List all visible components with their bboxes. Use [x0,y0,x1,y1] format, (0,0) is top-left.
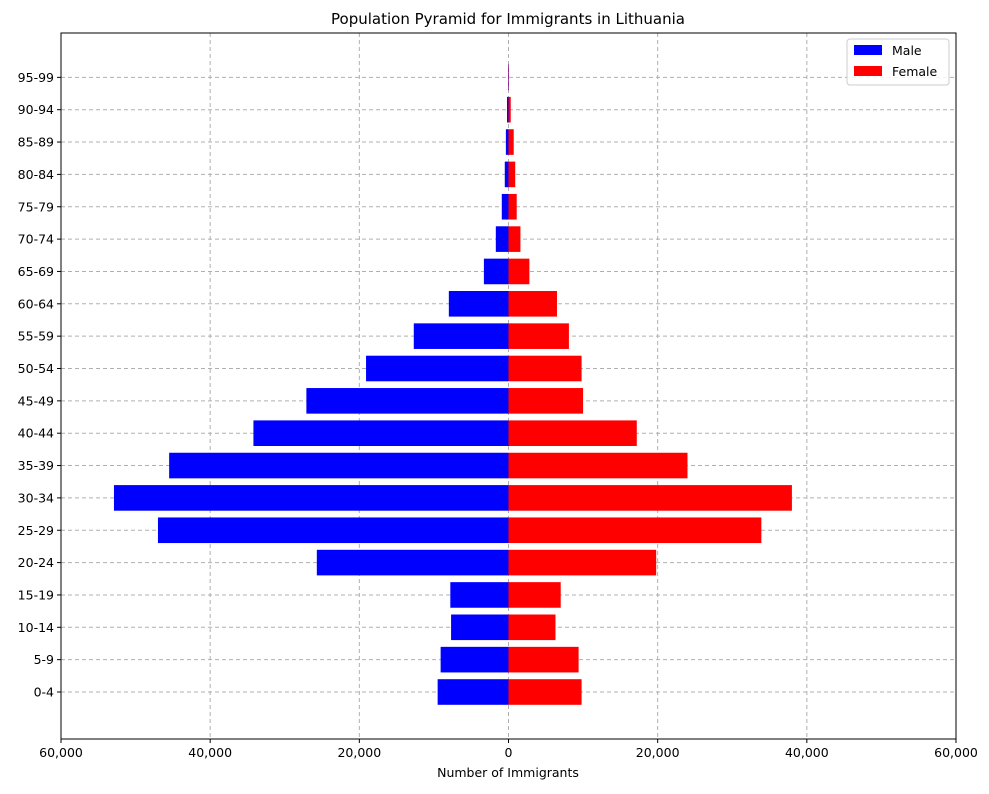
bar-female-0-4 [509,679,582,705]
bar-male-65-69 [484,259,509,285]
chart-title: Population Pyramid for Immigrants in Lit… [331,10,685,28]
bar-female-85-89 [509,129,514,155]
x-tick-label: 0 [505,745,513,760]
bar-female-65-69 [509,259,530,285]
bar-female-45-49 [509,388,584,414]
bars [114,65,792,705]
x-tick-label: 40,000 [785,745,829,760]
bar-female-35-39 [509,453,688,479]
bar-male-20-24 [317,550,509,576]
y-tick-label: 95-99 [18,70,54,85]
y-tick-label: 65-69 [18,264,54,279]
bar-male-85-89 [506,129,509,155]
bar-female-55-59 [509,323,569,349]
bar-female-80-84 [509,162,516,188]
bar-female-50-54 [509,356,582,382]
bar-female-20-24 [509,550,657,576]
bar-female-30-34 [509,485,792,511]
bar-male-40-44 [253,420,508,446]
x-tick-label: 60,000 [934,745,978,760]
y-tick-label: 60-64 [18,296,54,311]
bar-male-90-94 [507,97,508,123]
legend: Male Female [847,39,949,85]
bar-male-60-64 [449,291,509,317]
y-tick-label: 45-49 [18,393,54,408]
bar-male-55-59 [414,323,509,349]
bar-male-5-9 [441,647,509,673]
bar-male-45-49 [306,388,508,414]
legend-label-female: Female [892,64,938,79]
y-tick-label: 30-34 [18,490,54,505]
bar-female-60-64 [509,291,557,317]
y-tick-label: 70-74 [18,232,54,247]
y-tick-label: 50-54 [18,361,54,376]
y-tick-label: 5-9 [34,652,54,667]
legend-label-male: Male [892,43,922,58]
bar-male-80-84 [505,162,509,188]
y-tick-label: 25-29 [18,523,54,538]
bar-male-25-29 [158,517,509,543]
bar-male-50-54 [366,356,508,382]
y-tick-label: 90-94 [18,102,54,117]
bar-male-30-34 [114,485,509,511]
bar-female-10-14 [509,615,556,641]
x-tick-label: 20,000 [636,745,680,760]
x-tick-label: 60,000 [39,745,83,760]
bar-female-15-19 [509,582,561,608]
bar-female-40-44 [509,420,637,446]
bar-male-70-74 [496,226,509,252]
y-tick-label: 35-39 [18,458,54,473]
y-tick-label: 0-4 [34,685,54,700]
y-tick-label: 75-79 [18,199,54,214]
bar-female-75-79 [509,194,517,220]
legend-swatch-female [854,66,882,76]
bar-female-90-94 [509,97,511,123]
y-tick-label: 20-24 [18,555,54,570]
bar-female-25-29 [509,517,762,543]
bar-female-70-74 [509,226,521,252]
bar-male-75-79 [502,194,509,220]
y-tick-label: 40-44 [18,426,54,441]
bar-male-10-14 [451,615,508,641]
bar-male-0-4 [438,679,509,705]
y-tick-label: 10-14 [18,620,54,635]
y-tick-label: 15-19 [18,587,54,602]
x-tick-label: 40,000 [188,745,232,760]
legend-swatch-male [854,45,882,55]
y-tick-label: 80-84 [18,167,54,182]
y-tick-label: 85-89 [18,135,54,150]
bar-male-35-39 [169,453,508,479]
x-axis: 60,000 40,000 20,000 0 20,000 40,000 60,000 [39,739,978,760]
x-tick-label: 20,000 [337,745,381,760]
y-axis: 0-4 5-9 10-14 15-19 20-24 25-29 30-34 35-39 40-4… [18,70,61,700]
bar-female-5-9 [509,647,579,673]
x-axis-title: Number of Immigrants [437,765,579,780]
y-tick-label: 55-59 [18,329,54,344]
bar-male-15-19 [450,582,508,608]
